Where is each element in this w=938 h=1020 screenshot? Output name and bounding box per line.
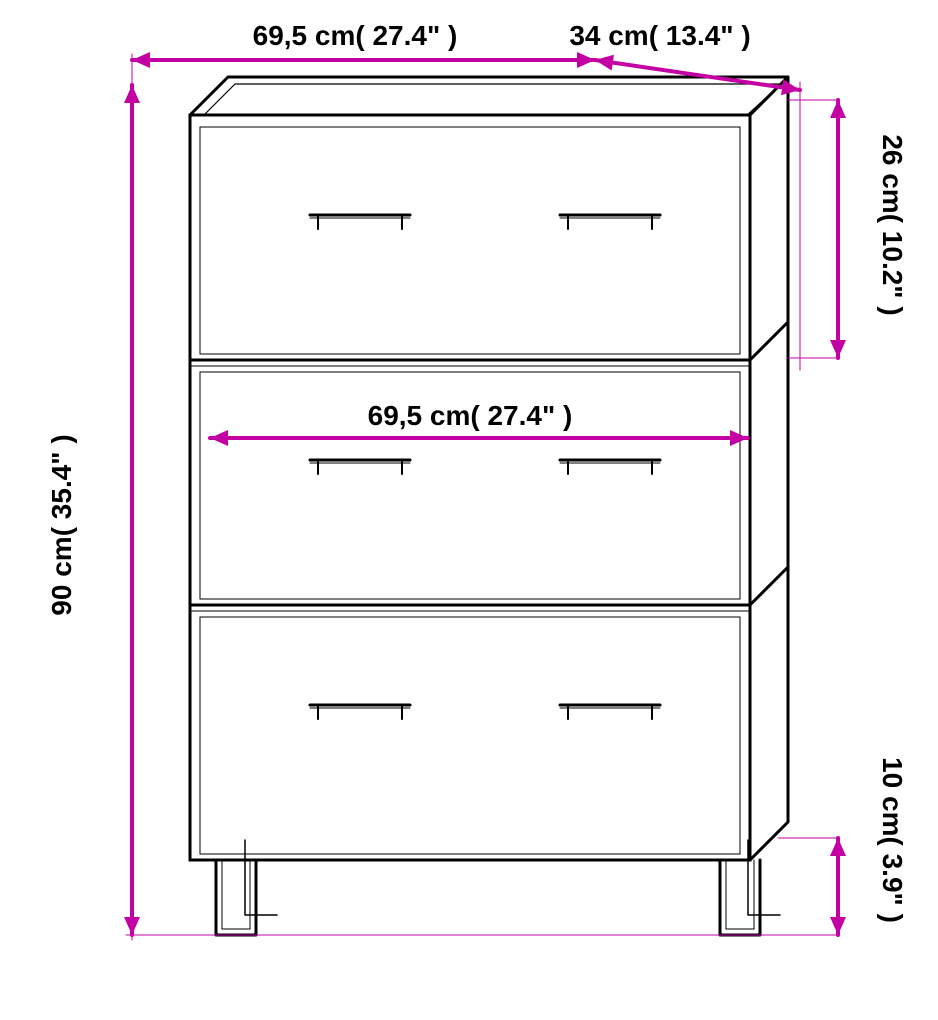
drawing-svg	[0, 0, 938, 1020]
dim-depth-top: 34 cm( 13.4" )	[569, 20, 750, 52]
dim-inner-width: 69,5 cm( 27.4" )	[368, 400, 573, 432]
dim-height-left: 90 cm( 35.4" )	[46, 434, 78, 615]
dim-width-top: 69,5 cm( 27.4" )	[253, 20, 458, 52]
dim-leg-h-right: 10 cm( 3.9" )	[876, 757, 908, 923]
dim-drawer-h-right: 26 cm( 10.2" )	[876, 134, 908, 315]
diagram-stage: { "canvas":{"w":938,"h":1020,"bg":"#ffff…	[0, 0, 938, 1020]
